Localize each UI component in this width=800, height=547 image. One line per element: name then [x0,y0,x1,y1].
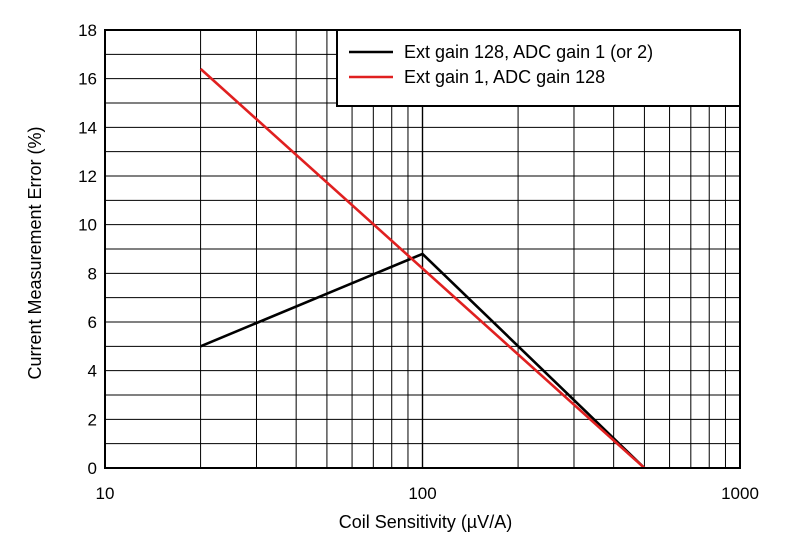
y-tick-label: 2 [88,410,97,429]
legend-box [336,29,741,107]
y-tick-label: 4 [88,362,97,381]
y-tick-label: 12 [78,167,97,186]
y-tick-label: 6 [88,313,97,332]
y-tick-label: 16 [78,70,97,89]
y-axis-title: Current Measurement Error (%) [25,126,45,379]
y-tick-label: 8 [88,264,97,283]
series-lines [199,67,646,469]
x-axis-title: Coil Sensitivity (µV/A) [339,512,512,532]
y-tick-label: 14 [78,118,97,137]
y-tick-label: 18 [78,21,97,40]
y-tick-label: 0 [88,459,97,478]
legend: Ext gain 128, ADC gain 1 (or 2) Ext gain… [336,29,741,107]
y-tick-label: 10 [78,216,97,235]
tick-labels: 10 100 1000 0 2 4 6 8 10 12 14 16 18 [78,21,759,503]
series-line-1 [199,67,646,469]
x-tick-label: 10 [96,484,115,503]
legend-label-ext-gain-128: Ext gain 128, ADC gain 1 (or 2) [404,42,653,62]
x-tick-label: 1000 [721,484,759,503]
x-tick-label: 100 [408,484,436,503]
legend-label-ext-gain-1: Ext gain 1, ADC gain 128 [404,67,605,87]
series-line-0 [200,252,646,469]
